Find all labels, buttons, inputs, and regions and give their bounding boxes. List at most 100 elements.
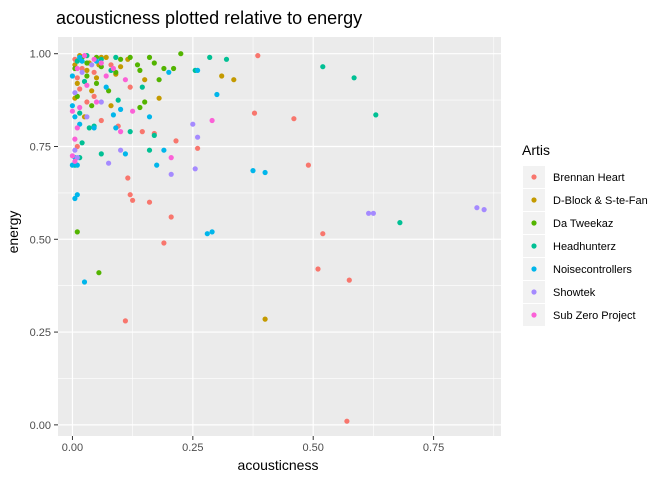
data-point bbox=[72, 158, 78, 164]
data-point bbox=[118, 56, 124, 62]
legend: Artis Brennan Heart D-Block & S-te-Fan Da … bbox=[522, 142, 648, 326]
data-point bbox=[89, 62, 95, 68]
data-point bbox=[81, 279, 88, 285]
data-point bbox=[91, 69, 97, 75]
data-point bbox=[291, 116, 297, 122]
data-point bbox=[84, 82, 90, 88]
legend-label: Headhunterz bbox=[553, 241, 616, 253]
data-point bbox=[366, 210, 372, 216]
data-point bbox=[142, 99, 148, 105]
data-point bbox=[251, 110, 258, 116]
data-point bbox=[122, 77, 128, 83]
data-point bbox=[168, 214, 174, 220]
data-point bbox=[74, 143, 80, 150]
x-tick-label: 0.75 bbox=[423, 442, 444, 454]
x-tick-label: 0.25 bbox=[182, 442, 203, 454]
y-tick-label: 0.75 bbox=[30, 141, 51, 153]
legend-title: Artis bbox=[522, 142, 550, 158]
data-point bbox=[69, 108, 75, 114]
data-point bbox=[84, 114, 90, 120]
data-point bbox=[209, 117, 215, 124]
data-point bbox=[195, 145, 201, 151]
data-point bbox=[370, 210, 376, 216]
data-point bbox=[214, 91, 220, 98]
data-point bbox=[118, 129, 124, 135]
data-point bbox=[98, 64, 104, 70]
data-point bbox=[84, 99, 90, 105]
data-point bbox=[127, 84, 133, 90]
data-point bbox=[103, 73, 109, 79]
data-point bbox=[231, 77, 237, 83]
x-tick-label: 0.00 bbox=[62, 442, 83, 454]
data-point bbox=[74, 93, 80, 99]
data-point bbox=[98, 56, 104, 62]
data-point bbox=[168, 171, 174, 177]
data-point bbox=[69, 103, 75, 109]
data-point bbox=[106, 160, 112, 166]
data-point bbox=[161, 240, 167, 246]
data-point bbox=[127, 129, 133, 135]
data-point bbox=[77, 110, 83, 116]
data-point bbox=[93, 75, 100, 81]
data-point bbox=[262, 169, 268, 176]
data-point bbox=[139, 129, 145, 135]
data-point bbox=[190, 121, 196, 127]
data-point bbox=[98, 117, 104, 124]
data-point bbox=[320, 64, 326, 70]
data-point bbox=[255, 53, 261, 59]
data-point bbox=[125, 175, 131, 181]
data-point bbox=[474, 205, 480, 211]
data-point bbox=[69, 162, 75, 168]
data-point bbox=[209, 229, 215, 235]
data-point bbox=[161, 65, 167, 72]
data-point bbox=[130, 197, 136, 203]
data-point bbox=[77, 54, 83, 61]
data-point bbox=[98, 60, 104, 66]
chart-title: acousticness plotted relative to energy bbox=[56, 8, 362, 28]
y-tick-label: 1.00 bbox=[30, 49, 51, 61]
data-point bbox=[72, 136, 78, 142]
y-axis: 0.00 0.25 0.50 0.75 1.00 bbox=[30, 49, 58, 432]
data-point bbox=[344, 418, 350, 424]
plot-panel bbox=[58, 37, 501, 436]
data-point bbox=[192, 166, 198, 172]
data-point bbox=[81, 78, 88, 85]
data-point bbox=[110, 65, 116, 72]
data-point bbox=[166, 69, 172, 75]
data-point bbox=[122, 318, 128, 324]
data-point bbox=[81, 53, 88, 59]
data-point bbox=[137, 67, 143, 73]
data-point bbox=[110, 112, 116, 118]
data-point bbox=[146, 147, 153, 153]
data-point bbox=[305, 162, 311, 168]
data-point bbox=[373, 112, 379, 118]
data-point bbox=[74, 125, 80, 131]
data-point bbox=[250, 168, 256, 174]
data-point bbox=[168, 155, 174, 161]
data-point bbox=[72, 62, 78, 68]
legend-label: Sub Zero Project bbox=[553, 310, 636, 322]
data-point bbox=[115, 97, 121, 103]
data-point bbox=[108, 62, 114, 68]
data-point bbox=[91, 125, 97, 131]
data-point bbox=[151, 132, 157, 138]
data-point bbox=[173, 138, 179, 144]
legend-swatch bbox=[531, 174, 537, 180]
legend-label: Showtek bbox=[553, 287, 596, 299]
data-point bbox=[346, 277, 352, 283]
data-point bbox=[84, 73, 90, 79]
y-tick-label: 0.00 bbox=[30, 420, 51, 432]
data-point bbox=[219, 73, 225, 79]
data-point bbox=[113, 69, 119, 75]
data-point bbox=[118, 147, 124, 153]
data-point bbox=[156, 95, 162, 101]
data-point bbox=[106, 88, 112, 94]
data-point bbox=[146, 54, 153, 61]
data-point bbox=[103, 54, 109, 61]
legend-swatch bbox=[531, 220, 537, 226]
data-point bbox=[113, 54, 119, 61]
data-point bbox=[91, 93, 97, 99]
y-tick-label: 0.25 bbox=[30, 327, 51, 339]
y-axis-title: energy bbox=[5, 211, 21, 254]
